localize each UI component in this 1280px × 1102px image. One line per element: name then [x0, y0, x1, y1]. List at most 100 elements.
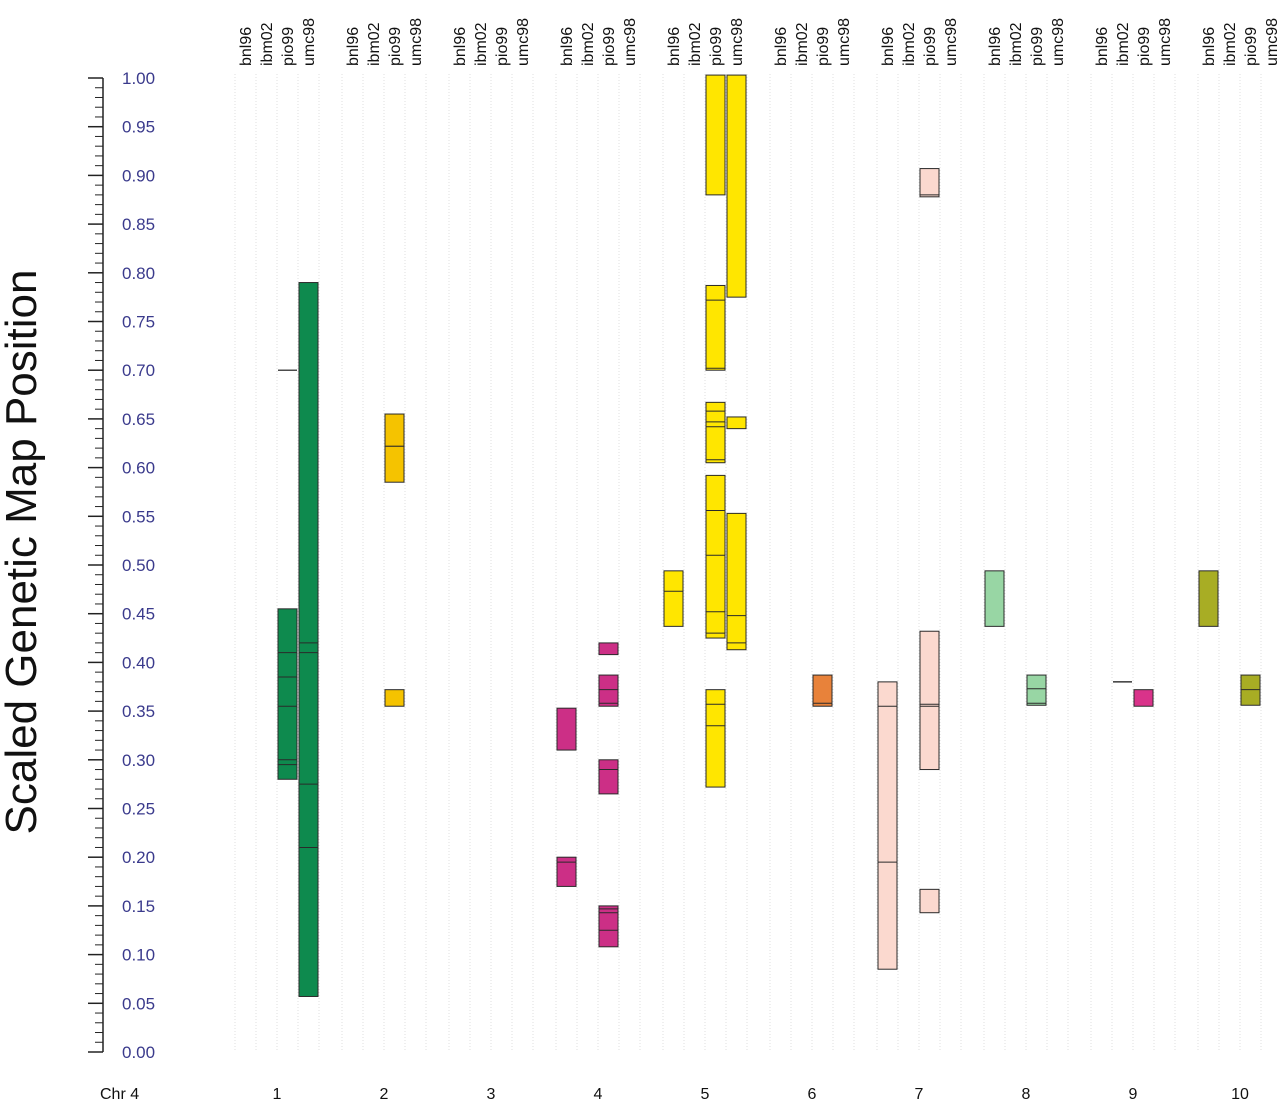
segment-bar: [705, 284, 726, 371]
chromosome-group-label: 8: [1022, 1086, 1031, 1102]
segment-bar: [919, 630, 940, 771]
segment-bar: [1133, 689, 1154, 707]
segment-bar: [384, 445, 405, 483]
map-column-label: bnl96: [452, 27, 469, 66]
chromosome-group-label: 9: [1129, 1086, 1138, 1102]
map-column-label: bnl96: [1094, 27, 1111, 66]
map-column-label: umc98: [1157, 18, 1174, 66]
segment-bar: [384, 413, 405, 447]
segment-bar: [726, 416, 747, 430]
map-column-label: ibm02: [473, 22, 490, 66]
chromosome-group-labels: 1 2 3 4 5 6 7 8 9 10: [273, 1086, 1249, 1102]
chromosome-group-label: 3: [487, 1086, 496, 1102]
segment-bar: [598, 674, 619, 707]
segment-bar: [556, 707, 577, 751]
map-column-label: pio99: [280, 27, 297, 66]
segment-bar: [705, 401, 726, 464]
map-column-labels: bnl96 ibm02 pio99 umc98 bnl96 ibm02 pio99 umc98…: [238, 18, 1280, 66]
map-column-label: ibm02: [1222, 22, 1239, 66]
chromosome-group-label: 10: [1231, 1086, 1249, 1102]
y-tick-label: 0.00: [122, 1043, 155, 1062]
map-column-label: pio99: [494, 27, 511, 66]
y-tick-label: 0.40: [122, 653, 155, 672]
y-tick-label: 0.95: [122, 118, 155, 137]
y-axis: 0.00 0.05 0.10 0.15 0.20 0.25 0.30 0.35 0.40 0.45…: [88, 69, 155, 1062]
map-column-label: umc98: [1050, 18, 1067, 66]
segment-bar: [726, 512, 747, 651]
map-column-label: umc98: [515, 18, 532, 66]
segment-bar: [556, 856, 577, 887]
y-tick-label: 0.05: [122, 994, 155, 1013]
column-gridlines: [234, 74, 1262, 1052]
segment-bar: [919, 888, 940, 914]
map-column-label: umc98: [622, 18, 639, 66]
map-column-label: pio99: [1136, 27, 1153, 66]
y-tick-label: 0.80: [122, 264, 155, 283]
y-tick-label: 0.55: [122, 507, 155, 526]
map-column-label: pio99: [1029, 27, 1046, 66]
segment-bar: [705, 689, 726, 788]
map-column-label: ibm02: [901, 22, 918, 66]
map-column-label: umc98: [1264, 18, 1280, 66]
map-column-label: ibm02: [1115, 22, 1132, 66]
map-column-label: pio99: [815, 27, 832, 66]
y-tick-label: 0.65: [122, 410, 155, 429]
map-column-label: bnl96: [880, 27, 897, 66]
map-column-label: ibm02: [1008, 22, 1025, 66]
y-tick-label: 0.75: [122, 313, 155, 332]
y-tick-label: 0.15: [122, 897, 155, 916]
map-column-label: umc98: [301, 18, 318, 66]
y-tick-label: 0.10: [122, 946, 155, 965]
map-column-label: umc98: [729, 18, 746, 66]
segment-bar: [877, 681, 898, 970]
map-column-label: pio99: [387, 27, 404, 66]
segment-bar: [1026, 674, 1047, 706]
segment-bar: [598, 759, 619, 795]
y-tick-label: 0.20: [122, 848, 155, 867]
y-tick-label: 0.50: [122, 556, 155, 575]
y-tick-label: 0.35: [122, 702, 155, 721]
y-tick-label: 1.00: [122, 69, 155, 88]
map-column-label: ibm02: [794, 22, 811, 66]
segment-bar: [919, 168, 940, 198]
segment-bars: [277, 74, 1261, 997]
map-column-label: bnl96: [666, 27, 683, 66]
segment-bar: [726, 74, 747, 298]
map-column-label: ibm02: [687, 22, 704, 66]
segment-bar: [705, 474, 726, 639]
chromosome-group-label: 1: [273, 1086, 282, 1102]
map-column-label: bnl96: [345, 27, 362, 66]
segment-bar: [1198, 570, 1219, 627]
y-tick-label: 0.90: [122, 166, 155, 185]
segment-bar: [298, 282, 319, 997]
map-column-label: umc98: [836, 18, 853, 66]
map-column-label: ibm02: [366, 22, 383, 66]
chromosome-group-label: 5: [701, 1086, 710, 1102]
map-column-label: bnl96: [773, 27, 790, 66]
map-column-label: ibm02: [259, 22, 276, 66]
y-tick-label: 0.85: [122, 215, 155, 234]
segment-bar: [705, 74, 726, 196]
map-column-label: pio99: [708, 27, 725, 66]
y-tick-label: 0.60: [122, 459, 155, 478]
segment-bar: [663, 570, 684, 627]
chromosome-group-label: 2: [380, 1086, 389, 1102]
y-axis-title: Scaled Genetic Map Position: [0, 270, 46, 835]
y-tick-label: 0.25: [122, 800, 155, 819]
segment-bar: [277, 608, 298, 780]
segment-bar: [984, 570, 1005, 627]
y-tick-label: 0.70: [122, 361, 155, 380]
map-column-label: bnl96: [1201, 27, 1218, 66]
map-column-label: pio99: [1243, 27, 1260, 66]
map-column-label: ibm02: [580, 22, 597, 66]
y-tick-label: 0.45: [122, 605, 155, 624]
y-tick-label: 0.30: [122, 751, 155, 770]
map-column-label: bnl96: [238, 27, 255, 66]
map-column-label: umc98: [943, 18, 960, 66]
segment-bar: [384, 689, 405, 707]
map-column-label: umc98: [408, 18, 425, 66]
chromosome-group-label: 7: [915, 1086, 924, 1102]
segment-bar: [598, 642, 619, 656]
map-column-label: bnl96: [987, 27, 1004, 66]
